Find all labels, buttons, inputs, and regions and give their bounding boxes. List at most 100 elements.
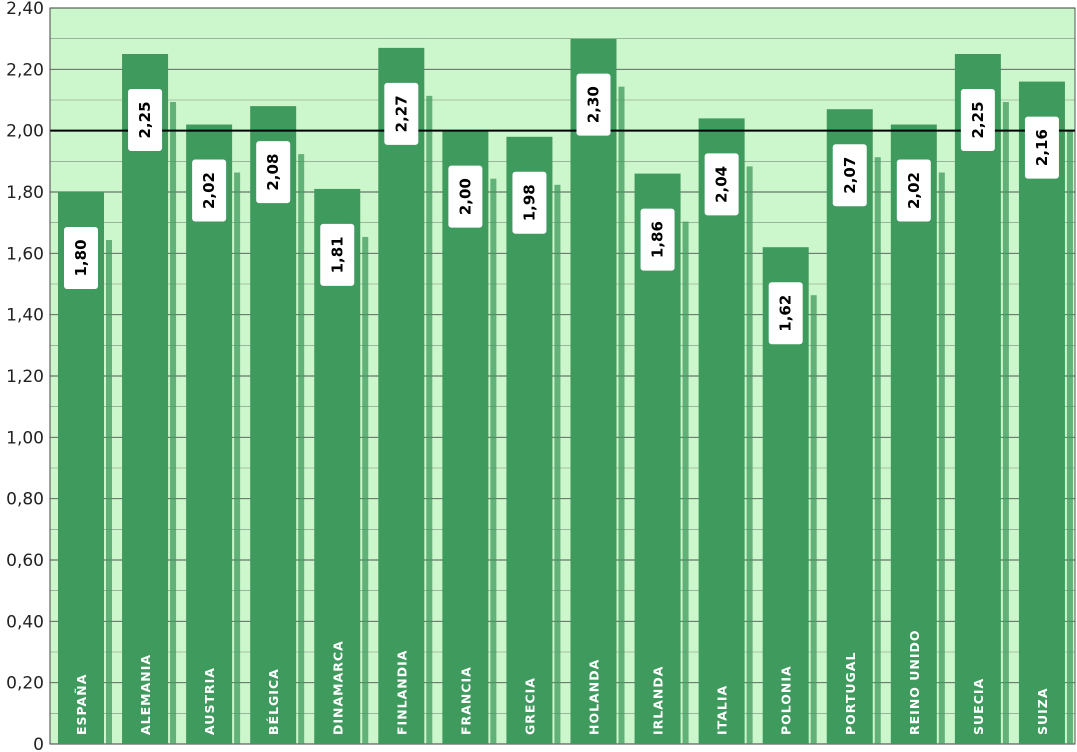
data-label-text: 2,02 [200,172,218,209]
data-label-box [896,159,931,222]
bar-shadow [938,172,945,745]
bar-shadow [682,221,689,745]
data-label-text: 1,80 [72,239,90,276]
x-tick-label: DINAMARCA [330,640,345,735]
bar [442,130,489,744]
data-label-text: 2,25 [136,101,154,138]
data-label-text: 2,04 [713,166,731,203]
bar-shadow [426,95,433,744]
y-tick-label: 1,80 [6,183,44,203]
bar [122,54,169,744]
y-tick-label: 2,20 [6,60,44,80]
bar [570,38,617,744]
x-tick-label: FINLANDIA [394,650,409,735]
data-label-text: 2,08 [264,154,282,191]
x-tick-label: ITALIA [715,685,730,735]
x-tick-label: GRECIA [522,677,537,735]
y-tick-label: 1,60 [6,244,44,264]
data-label-box [1024,116,1059,179]
bar [698,118,745,744]
data-label: 1,86 [640,208,675,271]
data-label: 1,98 [512,171,547,234]
data-label: 2,08 [256,141,291,204]
y-tick-label: 1,00 [6,428,44,448]
y-tick-label: 2,00 [6,122,44,142]
y-tick-label: 0,80 [6,490,44,510]
x-tick-label: PORTUGAL [843,652,858,735]
data-label-box [64,227,98,289]
data-label: 2,02 [896,159,931,222]
data-label: 2,30 [576,73,611,136]
data-label-box [960,89,995,151]
bar-shadow [234,172,241,745]
data-label-box [832,144,867,207]
data-label: 2,25 [128,89,163,151]
bar-shadow [1002,102,1009,744]
data-label-text: 2,00 [456,178,474,215]
data-label-box [192,159,227,222]
bar [506,136,553,745]
bar [250,106,297,745]
data-label-text: 2,02 [905,172,923,209]
x-tick-label: IRLANDA [651,666,666,735]
data-label-box [448,165,483,228]
data-label-box [320,223,355,286]
y-tick-label: 0 [33,735,44,752]
data-label: 2,02 [192,159,227,222]
x-tick-label: AUSTRIA [202,667,217,735]
data-label: 1,81 [320,223,355,286]
x-tick-label: POLONIA [779,665,794,735]
bar-shadow [874,157,881,744]
bar-shadow [618,86,625,744]
bar-shadow [298,154,305,745]
x-tick-label: HOLANDA [587,659,602,735]
data-label: 2,04 [704,153,739,216]
bar-shadow [170,102,177,744]
bar-shadow [106,240,112,744]
data-label: 1,80 [64,227,98,289]
x-tick-label: SUIZA [1035,687,1050,735]
data-label-text: 1,81 [328,236,346,273]
data-label-text: 2,16 [1033,129,1051,166]
y-tick-label: 1,40 [6,306,44,326]
data-label: 2,00 [448,165,483,228]
x-tick-label: BÉLGICA [266,668,281,735]
data-label-text: 2,27 [392,95,410,132]
x-tick-label: ESPAÑA [74,674,89,735]
data-label: 1,62 [768,282,803,345]
bar-shadow [746,166,753,744]
data-label-text: 2,07 [841,157,859,194]
bar-shadow [490,178,497,744]
data-labels: 1,80 ESPAÑA 2,25 ALEMANIA 2,02 AUSTRIA 2,08 BÉL… [64,73,1059,735]
bar [954,54,1001,744]
data-label: 2,16 [1024,116,1059,179]
data-label-box [256,141,291,204]
bar [186,124,233,745]
data-label-box [512,171,547,234]
data-label-text: 1,86 [649,221,667,258]
bar [1018,81,1065,745]
bar-shadow [1066,129,1073,745]
x-tick-label: FRANCIA [458,666,473,735]
bar [826,109,873,744]
data-label-text: 2,30 [585,86,603,123]
data-label-box [384,82,419,145]
data-label-box [640,208,675,271]
x-tick-label: ALEMANIA [138,654,153,735]
data-label: 2,07 [832,144,867,207]
data-label: 2,27 [384,82,419,145]
data-label-text: 1,62 [777,295,795,332]
data-label-text: 1,98 [520,184,538,221]
y-axis-ticks: 0 0,20 0,40 0,60 0,80 1,00 1,20 1,40 1,60 1,80 2,0… [6,0,44,752]
y-tick-label: 2,40 [6,0,44,19]
bar [378,47,425,745]
bar-shadow [362,236,369,744]
data-label: 2,25 [960,89,995,151]
y-tick-label: 0,20 [6,674,44,694]
bar [890,124,937,745]
data-label-box [704,153,739,216]
y-tick-label: 0,40 [6,612,44,632]
y-tick-label: 0,60 [6,551,44,571]
bar-shadow [554,184,561,745]
